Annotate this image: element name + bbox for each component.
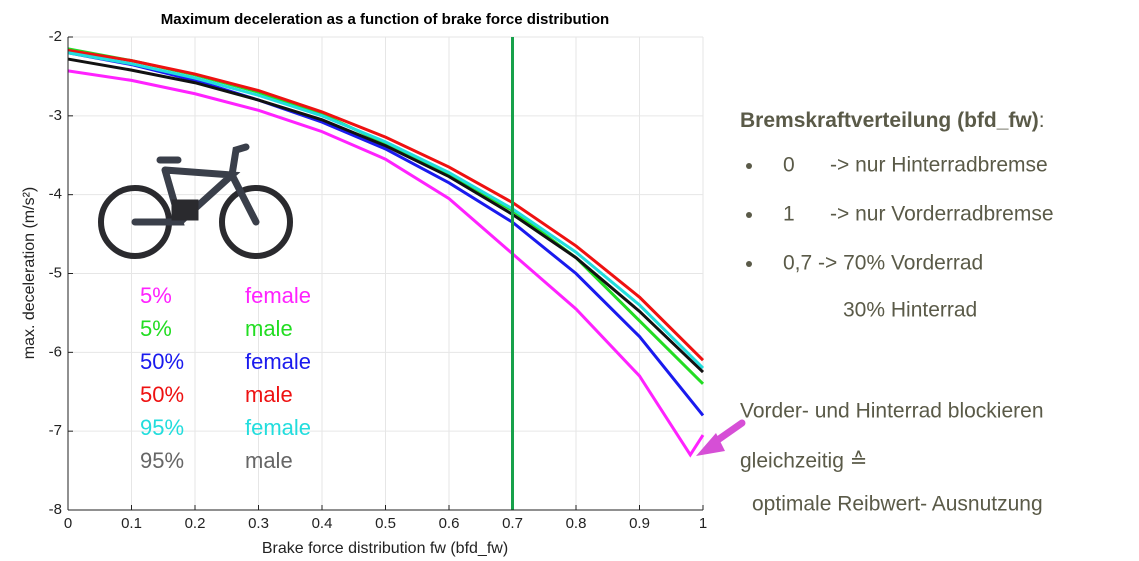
- note-key: 0,7: [783, 252, 812, 275]
- x-tick-label: 0.9: [629, 515, 650, 532]
- y-tick-label: -2: [49, 28, 62, 45]
- notes-heading-colon: :: [1039, 109, 1045, 132]
- chart: Maximum deceleration as a function of br…: [0, 0, 1139, 561]
- legend-sex: female: [245, 415, 311, 440]
- x-tick-label: 0.8: [566, 515, 587, 532]
- x-tick-label: 0.1: [121, 515, 142, 532]
- note-key: 0: [783, 154, 795, 177]
- x-tick-label: 0.5: [375, 515, 396, 532]
- callout-text: optimale Reibwert- Ausnutzung: [752, 493, 1043, 516]
- y-tick-label: -4: [49, 186, 62, 203]
- callout-text: gleichzeitig ≙: [740, 450, 867, 473]
- x-tick-label: 0.7: [502, 515, 523, 532]
- legend-percentile: 95%: [140, 448, 184, 473]
- legend-sex: male: [245, 382, 293, 407]
- legend-percentile: 50%: [140, 382, 184, 407]
- legend-sex: female: [245, 283, 311, 308]
- legend-percentile: 5%: [140, 316, 172, 341]
- legend-sex: male: [245, 316, 293, 341]
- bullet: [746, 261, 752, 267]
- y-tick-label: -7: [49, 422, 62, 439]
- x-tick-label: 0.4: [312, 515, 333, 532]
- y-axis-label: max. deceleration (m/s²): [21, 187, 38, 360]
- x-axis-label: Brake force distribution fw (bfd_fw): [262, 540, 508, 557]
- y-tick-label: -3: [49, 107, 62, 124]
- note-text: -> nur Hinterradbremse: [830, 154, 1048, 177]
- callout-text: Vorder- und Hinterrad blockieren: [740, 400, 1044, 423]
- y-tick-label: -6: [49, 343, 62, 360]
- legend-sex: female: [245, 349, 311, 374]
- y-tick-label: -5: [49, 264, 62, 281]
- x-tick-label: 0: [64, 515, 72, 532]
- x-tick-label: 0.3: [248, 515, 269, 532]
- y-tick-label: -8: [49, 501, 62, 518]
- legend-percentile: 50%: [140, 349, 184, 374]
- legend-percentile: 5%: [140, 283, 172, 308]
- note-text: -> 70% Vorderrad: [818, 252, 983, 275]
- note-text: -> nur Vorderradbremse: [830, 203, 1054, 226]
- bullet: [746, 163, 752, 169]
- bullet: [746, 212, 752, 218]
- note-continuation: 30% Hinterrad: [843, 299, 977, 322]
- note-key: 1: [783, 203, 795, 226]
- bike-motor: [172, 200, 198, 220]
- notes: Bremskraftverteilung (bfd_fw): 0 -> nur H…: [740, 109, 1054, 516]
- x-tick-label: 0.6: [439, 515, 460, 532]
- legend-percentile: 95%: [140, 415, 184, 440]
- notes-heading: Bremskraftverteilung (bfd_fw):: [740, 109, 1045, 132]
- legend-sex: male: [245, 448, 293, 473]
- chart-title: Maximum deceleration as a function of br…: [161, 11, 609, 28]
- notes-heading-text: Bremskraftverteilung (bfd_fw): [740, 109, 1039, 132]
- x-tick-label: 1: [699, 515, 707, 532]
- x-tick-label: 0.2: [185, 515, 206, 532]
